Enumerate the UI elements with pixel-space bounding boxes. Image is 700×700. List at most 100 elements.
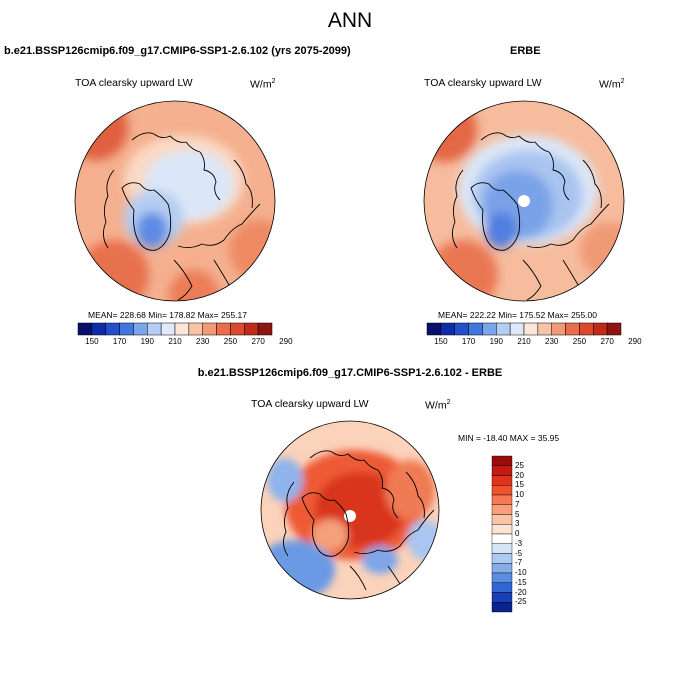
- diff-colorbar-tick-label: 20: [515, 470, 524, 480]
- diff-colorbar-swatch: [491, 602, 513, 613]
- model-colorbar-tick-label: 290: [279, 337, 293, 346]
- diff-colorbar-swatch: [491, 563, 513, 574]
- obs-colorbar-swatch: [579, 322, 594, 336]
- model-colorbar-swatch: [91, 322, 106, 336]
- diff-colorbar-swatch: [491, 485, 513, 496]
- obs-colorbar-swatch: [523, 322, 539, 336]
- diff-colorbar-tick-label: -5: [515, 548, 523, 558]
- model-colorbar-tick-label: 230: [196, 337, 210, 346]
- obs-stats: MEAN= 222.22 Min= 175.52 Max= 255.00: [438, 310, 598, 320]
- diff-colorbar-swatch: [491, 504, 513, 515]
- diff-map-border: [260, 420, 440, 600]
- diff-stats: MIN = -18.40 MAX = 35.95: [458, 433, 560, 443]
- obs-colorbar-swatch: [454, 322, 469, 336]
- model-colorbar-ticks: 150 170 190 210 230 250 270 290: [78, 337, 292, 349]
- diff-cool-region: [267, 458, 303, 502]
- obs-pole-gap: [518, 195, 530, 207]
- main-title: ANN: [327, 9, 373, 32]
- model-colorbar-swatch: [257, 322, 273, 336]
- diff-colorbar-swatch: [491, 514, 513, 525]
- obs-colorbar-tick-label: 210: [517, 337, 531, 346]
- obs-colorbar-swatch: [565, 322, 580, 336]
- obs-units-label: W/m2: [599, 78, 625, 91]
- diff-pole-gap: [344, 510, 356, 522]
- model-colorbar-tick-label: 270: [251, 337, 265, 346]
- obs-colorbar: [426, 322, 622, 336]
- model-case-title: b.e21.BSSP126cmip6.f09_g17.CMIP6-SSP1-2.…: [4, 45, 351, 57]
- diff-colorbar-swatch: [491, 553, 513, 564]
- model-map-border: [74, 100, 276, 302]
- model-colorbar: [77, 322, 273, 336]
- obs-colorbar-tick-label: 230: [545, 337, 559, 346]
- diff-colorbar-tick-label: -3: [515, 538, 523, 548]
- model-colorbar-swatch: [202, 322, 217, 336]
- obs-warm-region: [580, 222, 624, 278]
- model-colorbar-swatch: [244, 322, 259, 336]
- model-warm-region: [229, 220, 275, 280]
- obs-colorbar-swatch: [440, 322, 455, 336]
- model-polar-map: [74, 100, 276, 302]
- obs-colorbar-swatch: [468, 322, 483, 336]
- diff-colorbar-tick-label: -10: [515, 568, 527, 577]
- diff-warm-region: [385, 460, 435, 520]
- diff-variable-label: TOA clearsky upward LW: [251, 398, 369, 410]
- obs-colorbar-tick-label: 290: [628, 337, 642, 346]
- model-colorbar-swatch: [160, 322, 176, 336]
- model-cold-region: [136, 212, 168, 248]
- diff-colorbar-swatch: [491, 543, 513, 554]
- diff-colorbar-tick-label: 10: [515, 490, 524, 499]
- diff-colorbar-tick-label: -7: [515, 558, 523, 568]
- diff-colorbar-swatch: [491, 465, 513, 476]
- diff-mid-region: [312, 519, 348, 551]
- diff-colorbar-tick-label: -20: [515, 587, 527, 597]
- diff-colorbar-tick-label: 15: [515, 480, 524, 490]
- diff-colorbar-tick-label: 0: [515, 529, 520, 538]
- model-stats: MEAN= 228.68 Min= 178.82 Max= 255.17: [88, 310, 248, 320]
- model-colorbar-swatch: [119, 322, 134, 336]
- obs-colorbar-swatch: [551, 322, 566, 336]
- diff-polar-map: [260, 420, 440, 600]
- model-colorbar-swatch: [147, 322, 162, 336]
- model-colorbar-tick-label: 150: [85, 337, 99, 346]
- diff-colorbar-ticks: 25 20 15 10 7 5 3 0 -3 -5 -7 -10 -15 -20 -25: [515, 456, 545, 612]
- obs-colorbar-swatch: [482, 322, 497, 336]
- model-colorbar-swatch: [77, 322, 93, 336]
- obs-colorbar-swatch: [606, 322, 622, 336]
- model-colorbar-tick-label: 210: [168, 337, 182, 346]
- diff-colorbar: [491, 455, 513, 613]
- model-warm-region: [75, 101, 128, 160]
- diff-case-title: b.e21.BSSP126cmip6.f09_g17.CMIP6-SSP1-2.…: [197, 367, 503, 379]
- obs-colorbar-tick-label: 170: [461, 337, 476, 346]
- diff-colorbar-swatch: [491, 572, 513, 583]
- diff-colorbar-swatch: [491, 582, 513, 593]
- diff-colorbar-swatch: [491, 524, 513, 535]
- diff-colorbar-swatch: [491, 455, 513, 466]
- obs-colorbar-swatch: [537, 322, 552, 336]
- obs-colorbar-ticks: 150 170 190 210 230 250 270 290: [427, 337, 641, 349]
- diff-colorbar-tick-label: -15: [515, 577, 527, 587]
- obs-colorbar-tick-label: 250: [572, 337, 587, 346]
- obs-map-border: [423, 100, 625, 302]
- obs-colorbar-tick-label: 190: [489, 337, 503, 346]
- obs-case-title: ERBE: [510, 45, 541, 57]
- obs-colorbar-swatch: [426, 322, 442, 336]
- obs-polar-map: [423, 100, 625, 302]
- model-colorbar-swatch: [174, 322, 190, 336]
- model-colorbar-swatch: [133, 322, 148, 336]
- obs-cold-region: [485, 212, 517, 248]
- model-colorbar-tick-label: 190: [140, 337, 154, 346]
- model-warm-region: [169, 270, 219, 301]
- obs-warm-region: [424, 101, 477, 162]
- model-colorbar-tick-label: 250: [223, 337, 238, 346]
- model-units-label: W/m2: [250, 78, 276, 91]
- diff-colorbar-swatch: [491, 494, 513, 505]
- diff-colorbar-tick-label: 3: [515, 519, 520, 529]
- diff-colorbar-tick-label: 5: [515, 509, 520, 519]
- diff-colorbar-swatch: [491, 592, 513, 603]
- obs-coastlines: [452, 132, 610, 301]
- diff-colorbar-tick-label: -25: [515, 597, 527, 607]
- obs-colorbar-swatch: [496, 322, 511, 336]
- obs-colorbar-swatch: [509, 322, 525, 336]
- diff-coastlines: [283, 450, 435, 595]
- obs-colorbar-tick-label: 270: [600, 337, 614, 346]
